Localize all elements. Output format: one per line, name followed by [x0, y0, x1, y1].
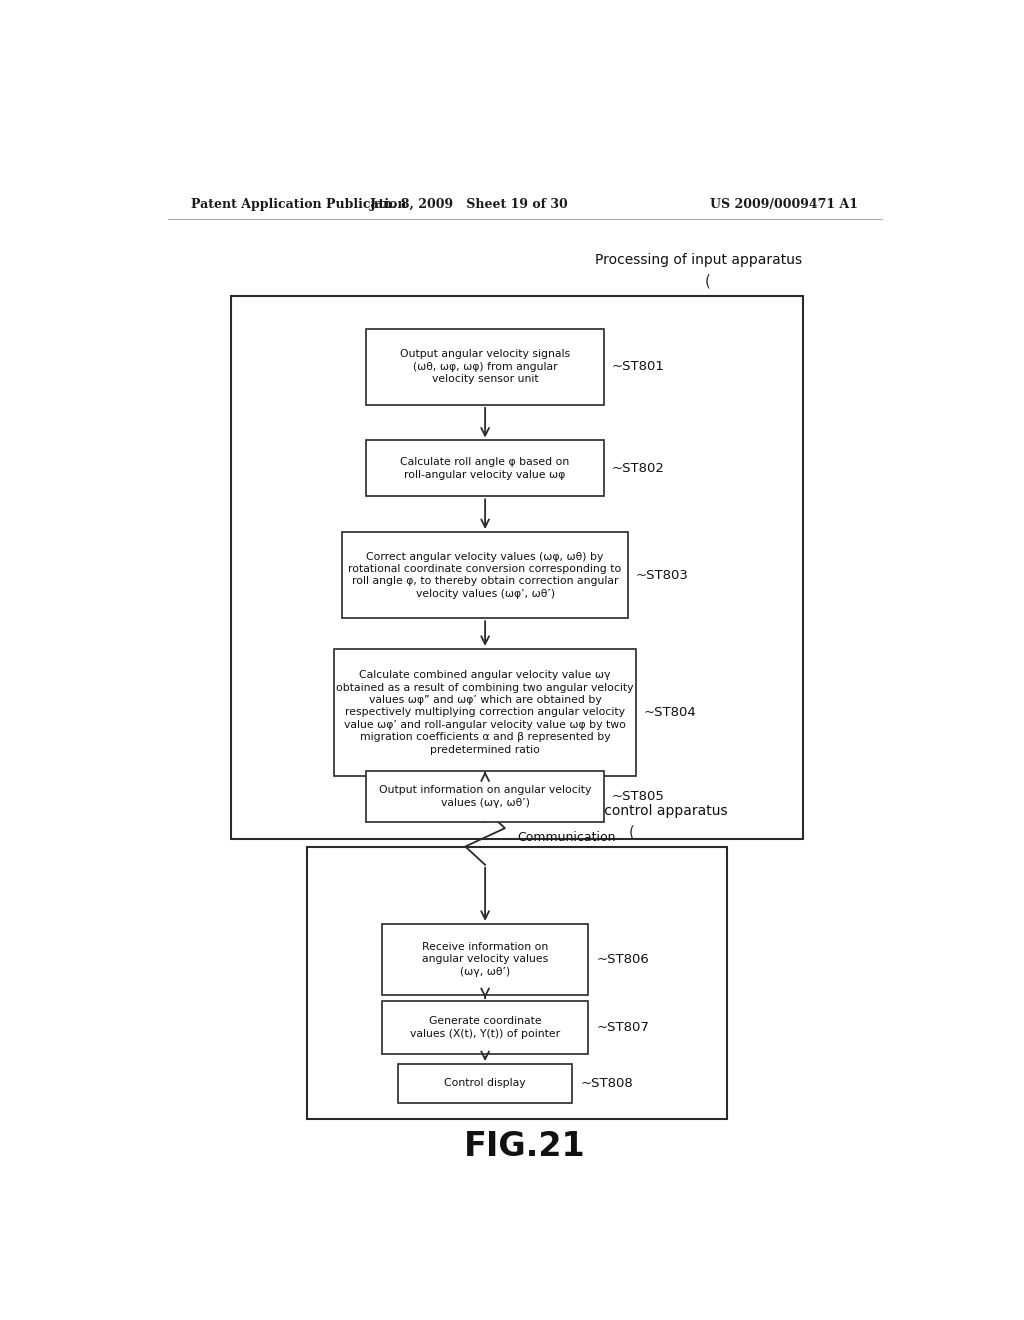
Bar [397, 1064, 572, 1102]
Text: Jan. 8, 2009   Sheet 19 of 30: Jan. 8, 2009 Sheet 19 of 30 [370, 198, 568, 211]
Text: Output angular velocity signals
(ωθ, ωφ, ωφ) from angular
velocity sensor unit: Output angular velocity signals (ωθ, ωφ,… [400, 350, 570, 384]
Text: ~ST802: ~ST802 [612, 462, 665, 475]
Text: Control display: Control display [444, 1078, 526, 1088]
Text: ~ST808: ~ST808 [581, 1077, 633, 1090]
Bar [367, 771, 604, 822]
Bar [367, 441, 604, 496]
Text: FIG.21: FIG.21 [464, 1130, 586, 1163]
Text: US 2009/0009471 A1: US 2009/0009471 A1 [710, 198, 858, 211]
Text: Correct angular velocity values (ωφ, ωθ) by
rotational coordinate conversion cor: Correct angular velocity values (ωφ, ωθ)… [348, 552, 622, 599]
Bar [306, 846, 727, 1119]
Bar [367, 329, 604, 405]
Text: ~ST804: ~ST804 [644, 706, 696, 719]
Text: Calculate combined angular velocity value ωγ
obtained as a result of combining t: Calculate combined angular velocity valu… [336, 671, 634, 755]
Bar [382, 924, 588, 995]
Text: ~ST806: ~ST806 [596, 953, 649, 966]
Text: Generate coordinate
values (X(t), Y(t)) of pointer: Generate coordinate values (X(t), Y(t)) … [410, 1016, 560, 1039]
Text: (: ( [705, 273, 711, 288]
Bar [334, 649, 636, 776]
Text: Calculate roll angle φ based on
roll-angular velocity value ωφ: Calculate roll angle φ based on roll-ang… [400, 457, 569, 479]
Text: Processing of control apparatus: Processing of control apparatus [508, 804, 727, 818]
Text: ~ST801: ~ST801 [612, 360, 665, 374]
Text: Processing of input apparatus: Processing of input apparatus [595, 253, 803, 267]
Text: Receive information on
angular velocity values
(ωγ, ωθ’): Receive information on angular velocity … [422, 942, 548, 977]
Text: Communication: Communication [517, 830, 615, 843]
Bar [342, 532, 628, 618]
Text: ~ST803: ~ST803 [636, 569, 689, 582]
Bar [231, 296, 803, 840]
Text: ~ST807: ~ST807 [596, 1020, 649, 1034]
Text: Patent Application Publication: Patent Application Publication [191, 198, 407, 211]
Text: ~ST805: ~ST805 [612, 791, 665, 803]
Text: (: ( [629, 824, 635, 840]
Bar [382, 1001, 588, 1053]
Text: Output information on angular velocity
values (ωγ, ωθ’): Output information on angular velocity v… [379, 785, 591, 808]
